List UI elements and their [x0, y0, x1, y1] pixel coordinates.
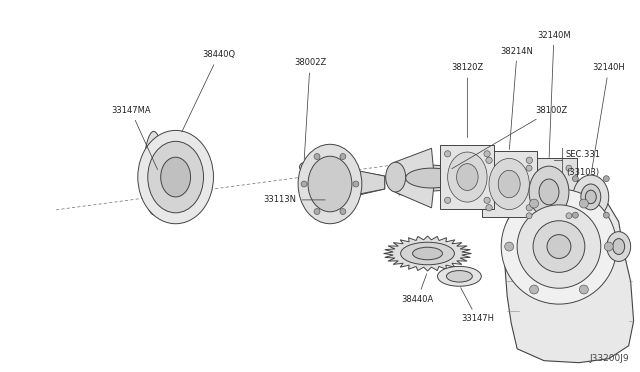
Circle shape	[526, 165, 532, 171]
Polygon shape	[440, 145, 494, 209]
Circle shape	[526, 157, 532, 163]
Ellipse shape	[607, 232, 630, 262]
Circle shape	[314, 154, 320, 160]
Ellipse shape	[581, 184, 601, 210]
Circle shape	[314, 209, 320, 215]
Polygon shape	[395, 148, 435, 208]
Ellipse shape	[401, 242, 454, 265]
Polygon shape	[383, 236, 472, 271]
Ellipse shape	[612, 238, 625, 254]
Text: 38002Z: 38002Z	[294, 58, 326, 160]
Text: 33113N: 33113N	[264, 195, 325, 204]
Circle shape	[517, 205, 601, 288]
Ellipse shape	[413, 247, 442, 260]
Text: 38100Z: 38100Z	[452, 106, 567, 169]
Text: (33103): (33103)	[566, 168, 599, 177]
Text: 33147MA: 33147MA	[111, 106, 157, 170]
Polygon shape	[330, 166, 385, 202]
Circle shape	[533, 221, 585, 272]
Text: 38120Z: 38120Z	[451, 63, 483, 138]
Text: 38440A: 38440A	[401, 274, 434, 304]
Circle shape	[529, 285, 538, 294]
Ellipse shape	[144, 131, 164, 215]
Circle shape	[486, 157, 492, 163]
Circle shape	[572, 176, 579, 182]
Circle shape	[484, 151, 490, 157]
Ellipse shape	[489, 158, 529, 209]
Ellipse shape	[498, 170, 520, 198]
Text: 38440Q: 38440Q	[182, 51, 235, 132]
Circle shape	[579, 199, 588, 208]
Circle shape	[501, 189, 617, 304]
Ellipse shape	[447, 270, 472, 282]
Circle shape	[340, 209, 346, 215]
Ellipse shape	[456, 164, 478, 190]
Circle shape	[566, 213, 572, 219]
Ellipse shape	[308, 156, 352, 212]
Text: 38214N: 38214N	[500, 46, 534, 150]
Ellipse shape	[573, 175, 609, 219]
Ellipse shape	[438, 266, 481, 286]
Ellipse shape	[539, 179, 559, 205]
Circle shape	[579, 285, 588, 294]
Ellipse shape	[529, 166, 569, 218]
Text: SEC.331: SEC.331	[566, 150, 601, 159]
Ellipse shape	[386, 162, 406, 192]
Text: 33147H: 33147H	[461, 288, 494, 324]
Polygon shape	[521, 158, 577, 226]
Circle shape	[529, 199, 538, 208]
Ellipse shape	[148, 141, 204, 213]
Ellipse shape	[300, 163, 308, 171]
Circle shape	[505, 242, 514, 251]
Circle shape	[301, 181, 307, 187]
Text: 32140M: 32140M	[537, 31, 571, 157]
Circle shape	[604, 212, 609, 218]
Circle shape	[340, 154, 346, 160]
Circle shape	[353, 181, 359, 187]
Circle shape	[526, 213, 532, 219]
Circle shape	[572, 212, 579, 218]
Polygon shape	[482, 151, 537, 217]
Ellipse shape	[393, 171, 413, 195]
Circle shape	[604, 242, 613, 251]
Text: J33200J9: J33200J9	[589, 354, 628, 363]
Circle shape	[566, 165, 572, 171]
Circle shape	[445, 151, 451, 157]
Ellipse shape	[298, 144, 362, 224]
Polygon shape	[360, 171, 385, 194]
Polygon shape	[504, 177, 634, 363]
Circle shape	[445, 197, 451, 203]
Circle shape	[484, 197, 490, 203]
Circle shape	[526, 205, 532, 211]
Text: 32140H: 32140H	[591, 63, 625, 173]
Ellipse shape	[586, 190, 596, 203]
Ellipse shape	[161, 157, 191, 197]
Ellipse shape	[447, 152, 487, 202]
Ellipse shape	[406, 168, 458, 188]
Ellipse shape	[138, 131, 214, 224]
Circle shape	[547, 235, 571, 259]
Ellipse shape	[397, 165, 465, 191]
Circle shape	[604, 176, 609, 182]
Circle shape	[486, 205, 492, 211]
